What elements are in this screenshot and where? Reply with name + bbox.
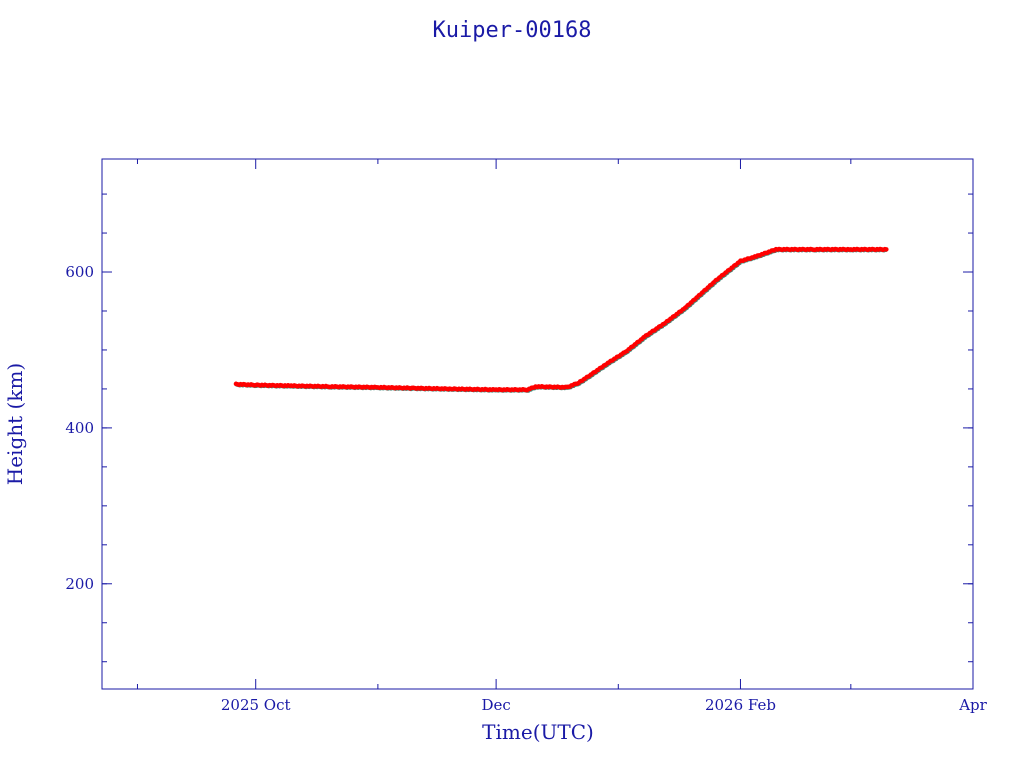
x-tick-label: 2025 Oct <box>221 696 291 714</box>
data-points <box>233 246 889 393</box>
plot-frame <box>101 158 974 690</box>
chart-title: Kuiper-00168 <box>433 18 592 43</box>
x-tick-label: 2026 Feb <box>705 696 776 714</box>
y-tick-label: 600 <box>65 263 94 281</box>
y-axis-title: Height (km) <box>3 363 27 485</box>
tick-marks <box>102 159 974 689</box>
x-tick-label: Dec <box>481 696 510 714</box>
y-tick-label: 200 <box>65 575 94 593</box>
x-axis-title: Time(UTC) <box>482 720 594 744</box>
data-point <box>883 247 889 252</box>
tick-labels: 2025 Oct Dec 2026 Feb Apr 200 400 600 <box>65 263 987 714</box>
y-tick-label: 400 <box>65 419 94 437</box>
x-tick-label: Apr <box>958 696 987 714</box>
